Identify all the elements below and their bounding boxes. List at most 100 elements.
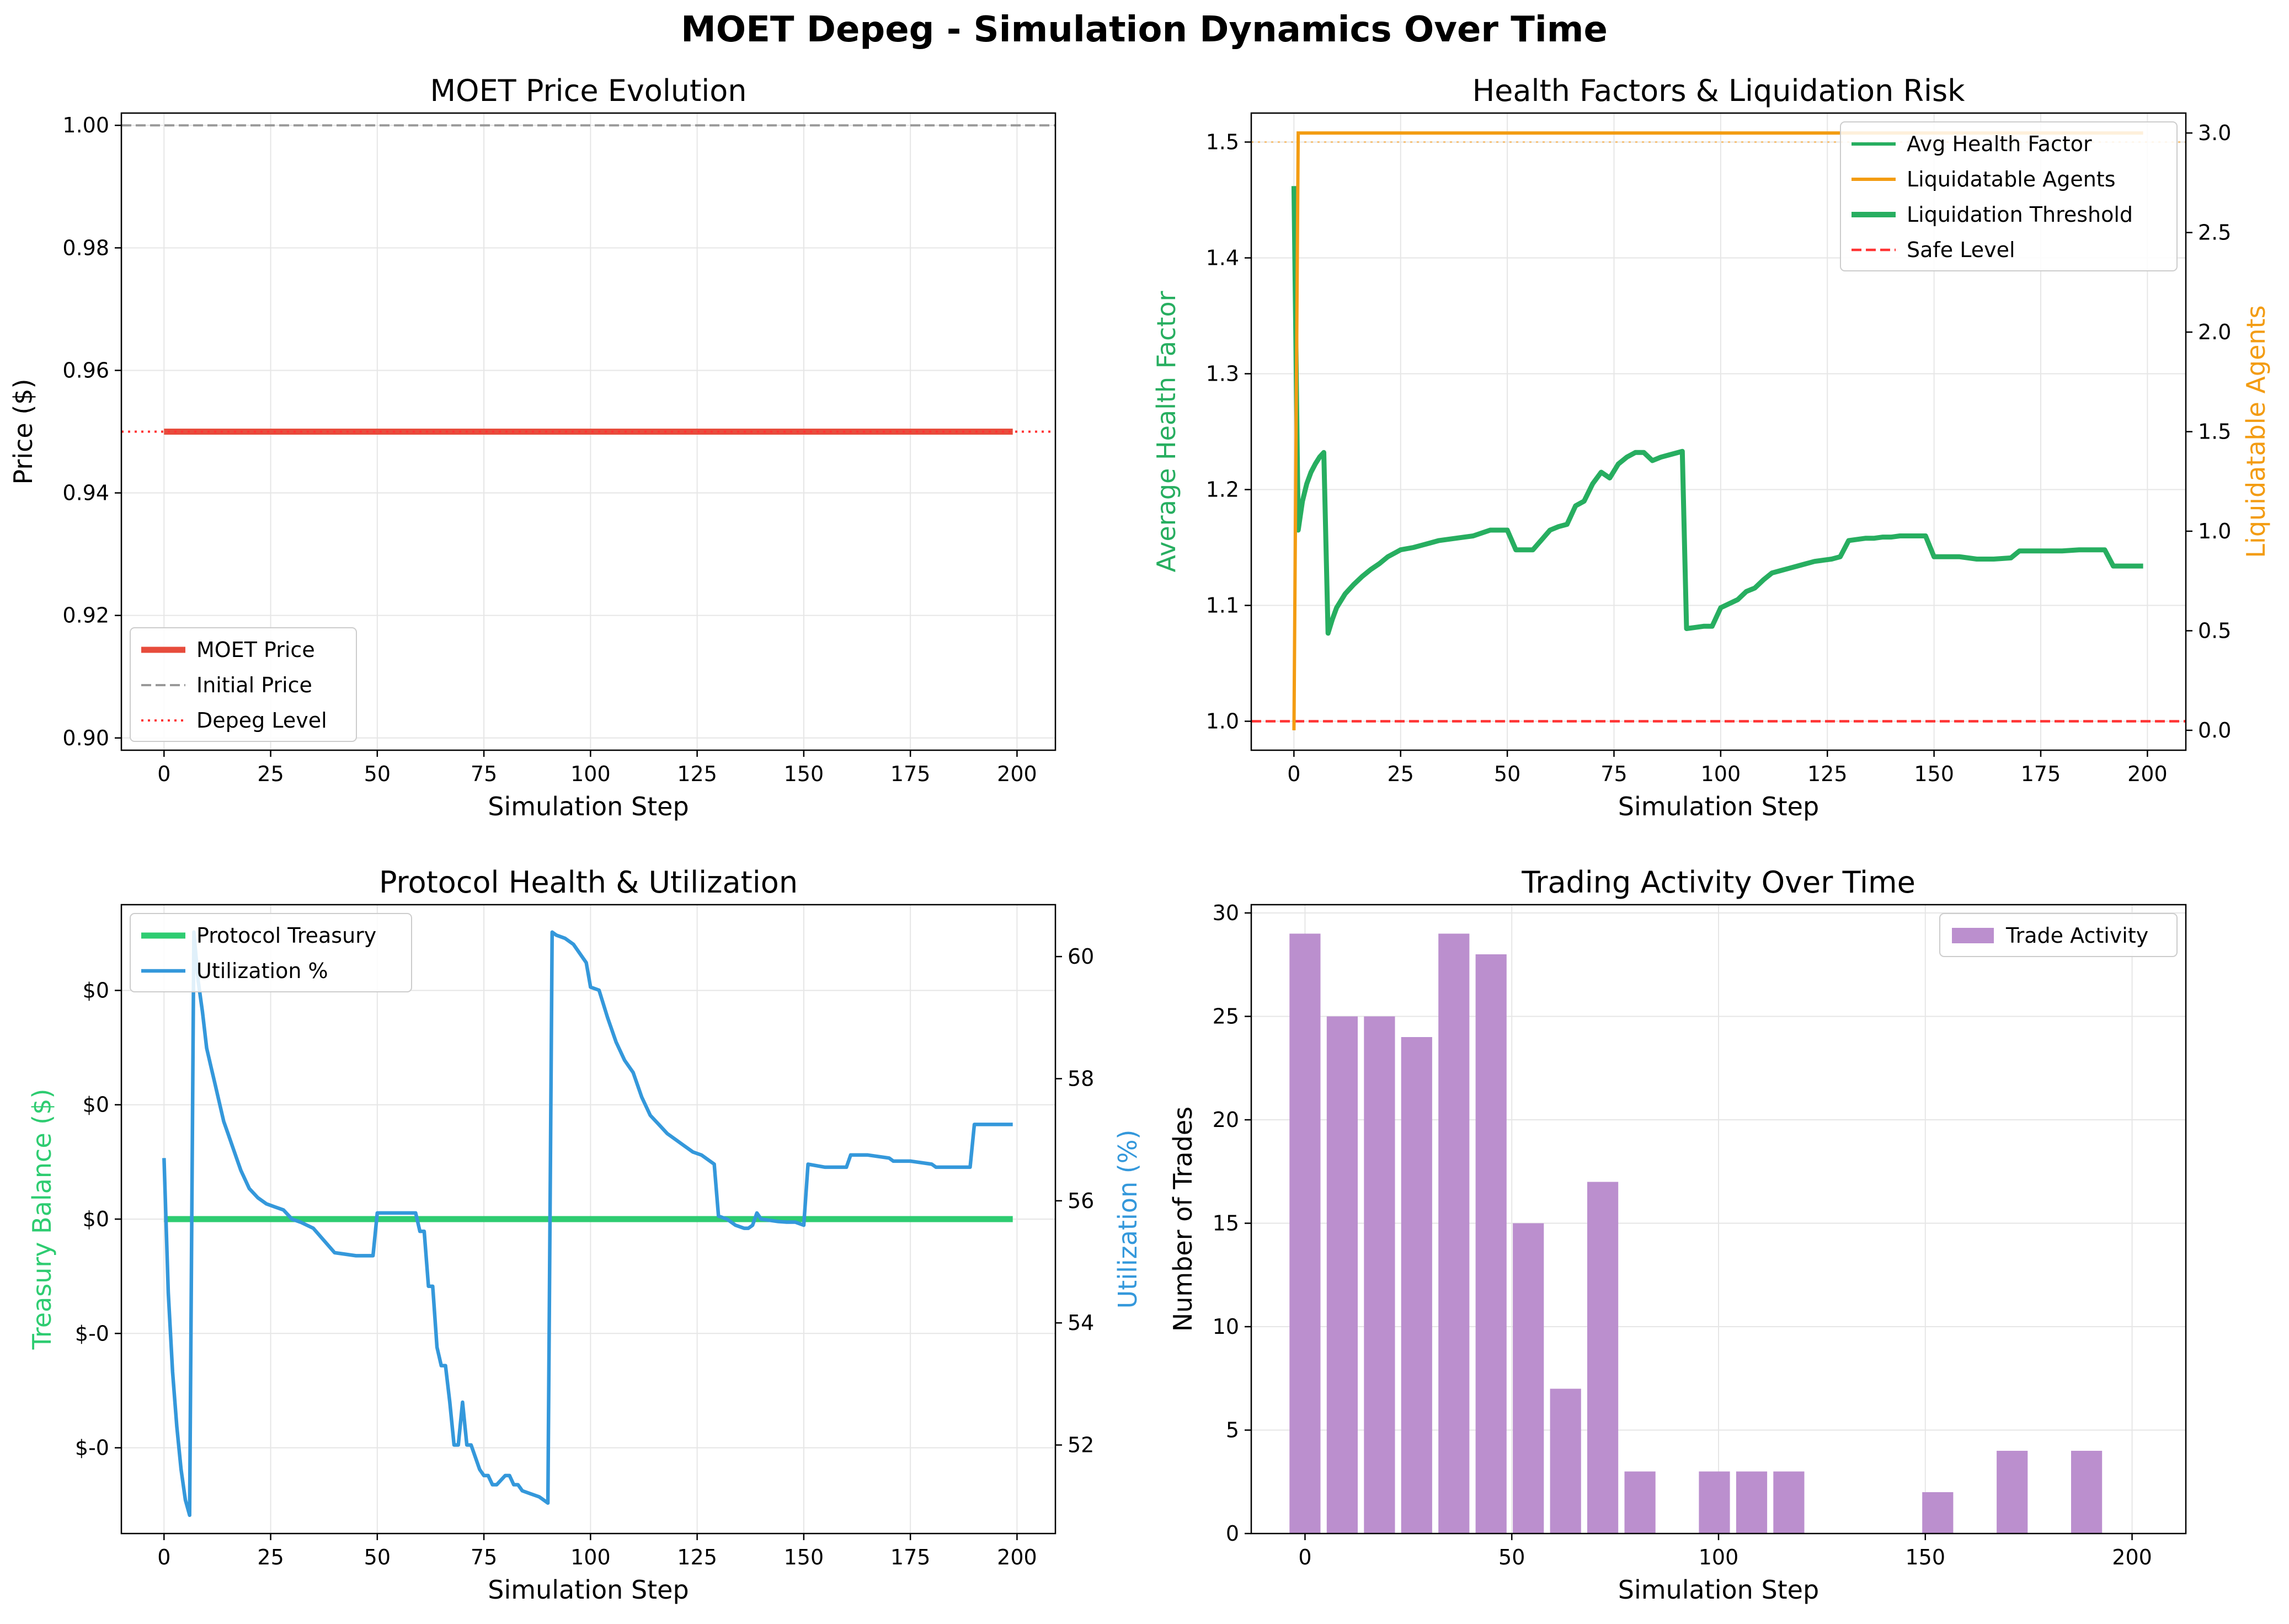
figure-suptitle: MOET Depeg - Simulation Dynamics Over Ti…: [681, 9, 1608, 50]
y-axis-label: Number of Trades: [1168, 1107, 1198, 1332]
trade-bar: [1587, 1182, 1619, 1534]
x-tick-label: 100: [1699, 1545, 1739, 1569]
trade-bar: [1699, 1471, 1730, 1534]
price-evolution-panel: 0 25 50 75 100 125 150 175 200 0.90 0.92 0.94 0.96 0.…: [8, 73, 1057, 821]
chart-title: Protocol Health & Utilization: [379, 865, 798, 900]
x-tick-label: 0: [157, 762, 170, 786]
y2-tick-label: 58: [1068, 1066, 1094, 1091]
x-tick-label: 175: [890, 1545, 931, 1569]
trade-bar: [1364, 1016, 1395, 1534]
y2-tick-label: 60: [1068, 944, 1094, 969]
x-tick-label: 50: [364, 1545, 391, 1569]
trade-bar: [1550, 1388, 1581, 1534]
x-tick-label: 100: [1701, 762, 1741, 786]
y-tick-label: 1.00: [62, 113, 109, 137]
trade-bar: [1289, 933, 1321, 1534]
legend-box: [1939, 913, 2178, 957]
y-axis-label: Treasury Balance ($): [27, 1089, 57, 1350]
trade-bar: [2071, 1451, 2103, 1534]
y-tick-label: 30: [1213, 901, 1239, 925]
y-tick-label: 5: [1226, 1418, 1239, 1443]
x-tick-label: 0: [1298, 1545, 1311, 1569]
trade-bar: [1736, 1471, 1768, 1534]
trade-bar: [1401, 1037, 1432, 1534]
y2-tick-label: 56: [1068, 1189, 1094, 1213]
legend-label: MOET Price: [196, 638, 315, 662]
legend-box: [130, 627, 357, 742]
health-factors-panel: 0 25 50 75 100 125 150 175 200 1.0 1.1 1.2 1.3 1.4 1.5…: [1151, 73, 2271, 821]
y-tick-label: 0.90: [62, 726, 109, 750]
legend-label: Protocol Treasury: [196, 923, 376, 948]
trade-bar: [1997, 1451, 2028, 1534]
y-tick-label: 1.2: [1206, 478, 1239, 502]
axes-frame: [120, 112, 1057, 751]
x-tick-label: 25: [1388, 762, 1414, 786]
y-tick-label: $-0: [75, 1436, 109, 1460]
y-tick-label: $0: [83, 1207, 109, 1231]
x-tick-label: 25: [257, 762, 284, 786]
x-tick-label: 150: [784, 1545, 824, 1569]
chart-title: Health Factors & Liquidation Risk: [1472, 73, 1966, 108]
x-tick-label: 125: [677, 762, 717, 786]
y2-tick-label: 2.5: [2198, 221, 2231, 245]
y-tick-label: $0: [83, 1093, 109, 1117]
trading-activity-panel: 0 50 100 150 200 0 5 10 15 20 25 30 Trading Activity…: [1168, 865, 2187, 1605]
legend-box: [130, 913, 412, 992]
y-tick-label: 25: [1213, 1005, 1239, 1029]
axes-frame: [1250, 112, 2187, 751]
y-tick-label: 0.98: [62, 236, 109, 260]
x-tick-label: 200: [997, 762, 1037, 786]
liquidatable-agents-line: [1292, 131, 2143, 730]
x-tick-label: 200: [2112, 1545, 2152, 1569]
trade-bar: [1475, 954, 1507, 1534]
avg-health-factor-line: [1291, 186, 2143, 636]
utilization-line: [162, 930, 1013, 1518]
y2-tick-label: 3.0: [2198, 121, 2231, 145]
y2-tick-label: 2.0: [2198, 320, 2231, 344]
x-tick-label: 175: [890, 762, 931, 786]
legend-label: Liquidatable Agents: [1907, 167, 2116, 191]
protocol-health-panel: 0 25 50 75 100 125 150 175 200 $-0 $-0 $0 $0 $0 52 54 56…: [27, 865, 1143, 1605]
y2-tick-label: 52: [1068, 1433, 1094, 1457]
legend-label: Avg Health Factor: [1907, 132, 2092, 156]
x-tick-label: 100: [570, 762, 611, 786]
y2-tick-label: 0.5: [2198, 618, 2231, 643]
y2-tick-label: 0.0: [2198, 718, 2231, 742]
y-tick-label: 1.3: [1206, 362, 1239, 386]
y-axis-label: Average Health Factor: [1151, 291, 1181, 572]
y-axis-label: Liquidatable Agents: [2241, 305, 2271, 558]
legend-label: Utilization %: [196, 959, 328, 983]
x-tick-label: 125: [1807, 762, 1848, 786]
trade-bar: [1438, 933, 1470, 1534]
axes-frame: [120, 904, 1057, 1535]
legend-box: [1840, 121, 2178, 271]
x-tick-label: 0: [1287, 762, 1300, 786]
chart-title: MOET Price Evolution: [430, 73, 746, 108]
trade-bar: [1922, 1492, 1954, 1534]
legend-label: Safe Level: [1907, 238, 2015, 262]
y-tick-label: 15: [1213, 1211, 1239, 1236]
y-tick-label: 0.96: [62, 358, 109, 382]
y-tick-label: 1.1: [1206, 594, 1239, 618]
trade-bar: [1513, 1223, 1544, 1534]
x-tick-label: 75: [471, 762, 497, 786]
axes-frame: [1250, 904, 2187, 1535]
x-tick-label: 25: [257, 1545, 284, 1569]
x-tick-label: 75: [1600, 762, 1627, 786]
y-tick-label: $0: [83, 978, 109, 1002]
x-axis-label: Simulation Step: [1618, 1575, 1819, 1605]
legend-label: Trade Activity: [2005, 923, 2148, 948]
y-tick-label: 10: [1213, 1315, 1239, 1339]
y2-tick-label: 54: [1068, 1311, 1094, 1335]
x-tick-label: 200: [997, 1545, 1037, 1569]
x-tick-label: 50: [1494, 762, 1520, 786]
x-tick-label: 150: [1906, 1545, 1946, 1569]
y2-tick-label: 1.0: [2198, 519, 2231, 543]
legend-label: Depeg Level: [196, 708, 327, 733]
x-tick-label: 150: [1914, 762, 1954, 786]
x-tick-label: 100: [570, 1545, 611, 1569]
x-tick-label: 75: [471, 1545, 497, 1569]
y-axis-label: Price ($): [8, 379, 38, 485]
x-tick-label: 50: [364, 762, 391, 786]
